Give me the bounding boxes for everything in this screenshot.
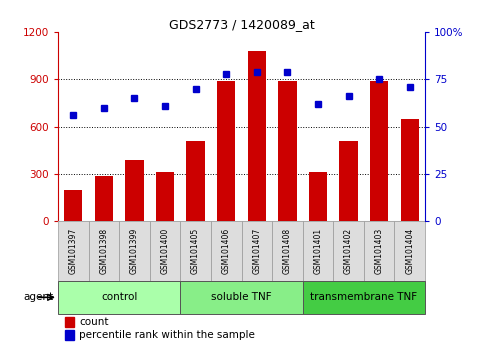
Bar (64, 190, 83, 222)
Text: GDS2773 / 1420089_at: GDS2773 / 1420089_at (169, 18, 314, 31)
Bar (303, 222, 333, 281)
Text: GSM101404: GSM101404 (405, 228, 414, 274)
Bar (180, 222, 211, 281)
Bar (272, 222, 303, 281)
Text: count: count (79, 317, 108, 327)
Bar (58, 222, 88, 281)
Text: GSM101406: GSM101406 (222, 228, 231, 274)
Bar (150, 222, 180, 281)
Bar (125, 160, 143, 222)
Bar (303, 281, 425, 314)
Bar (364, 222, 395, 281)
Bar (211, 222, 242, 281)
Text: GSM101405: GSM101405 (191, 228, 200, 274)
Bar (248, 51, 266, 222)
Text: GSM101407: GSM101407 (252, 228, 261, 274)
Bar (186, 141, 205, 222)
Text: soluble TNF: soluble TNF (211, 292, 272, 302)
Bar (217, 81, 235, 222)
Text: GSM101402: GSM101402 (344, 228, 353, 274)
Text: GSM101408: GSM101408 (283, 228, 292, 274)
Bar (156, 172, 174, 222)
Bar (400, 119, 419, 222)
Bar (58, 281, 180, 314)
Bar (65, 330, 74, 341)
Bar (278, 81, 297, 222)
Bar (370, 81, 388, 222)
Text: GSM101401: GSM101401 (313, 228, 323, 274)
Text: control: control (101, 292, 137, 302)
Text: agent: agent (23, 292, 53, 302)
Bar (88, 222, 119, 281)
Text: GSM101400: GSM101400 (160, 228, 170, 274)
Bar (119, 222, 150, 281)
Bar (65, 316, 74, 327)
Bar (242, 222, 272, 281)
Text: GSM101403: GSM101403 (375, 228, 384, 274)
Bar (95, 176, 113, 222)
Text: GSM101399: GSM101399 (130, 228, 139, 274)
Text: GSM101398: GSM101398 (99, 228, 108, 274)
Text: transmembrane TNF: transmembrane TNF (310, 292, 417, 302)
Text: percentile rank within the sample: percentile rank within the sample (79, 330, 255, 340)
Text: GSM101397: GSM101397 (69, 228, 78, 274)
Bar (340, 141, 358, 222)
Bar (333, 222, 364, 281)
Bar (180, 281, 303, 314)
Bar (395, 222, 425, 281)
Bar (309, 172, 327, 222)
